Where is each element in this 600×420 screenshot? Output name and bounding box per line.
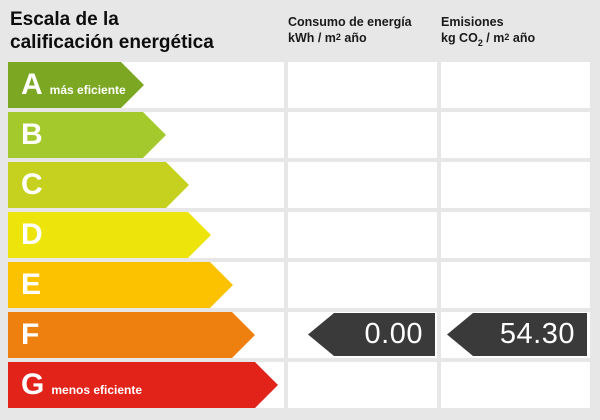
scale-arrow-a: A más eficiente [8, 62, 144, 108]
scale-cell-c: C [8, 162, 284, 208]
scale-arrow-g: G menos eficiente [8, 362, 278, 408]
rating-letter-c: C [21, 168, 43, 201]
most-efficient-label: más eficiente [49, 83, 126, 97]
rating-letter-b: B [21, 118, 43, 151]
consumo-cell-e [288, 262, 437, 308]
emisiones-value-badge: 54.30 [447, 313, 587, 356]
page-title: Escala de la calificación energética [10, 8, 214, 54]
emisiones-cell-f: 54.30 [441, 312, 590, 358]
emisiones-value: 54.30 [499, 318, 575, 350]
scale-arrow-d: D [8, 212, 211, 258]
consumo-header-unit: kWh / m2 año [288, 31, 367, 45]
column-header-emisiones: Emisiones kg CO2 / m2 año [441, 14, 536, 48]
title-line2: calificación energética [10, 32, 214, 53]
consumo-cell-b [288, 112, 437, 158]
scale-cell-g: G menos eficiente [8, 362, 284, 408]
scale-cell-e: E [8, 262, 284, 308]
scale-arrow-f: F [8, 312, 255, 358]
scale-cell-f: F [8, 312, 284, 358]
emisiones-cell-g [441, 362, 590, 408]
rating-letter-f: F [21, 318, 40, 351]
consumo-cell-g [288, 362, 437, 408]
rating-letter-a: A [21, 68, 43, 101]
scale-cell-a: A más eficiente [8, 62, 284, 108]
consumo-cell-d [288, 212, 437, 258]
emisiones-cell-a [441, 62, 590, 108]
consumo-header-label: Consumo de energía [288, 15, 412, 29]
scale-cell-d: D [8, 212, 284, 258]
consumo-cell-a [288, 62, 437, 108]
rating-letter-d: D [21, 218, 43, 251]
emisiones-cell-d [441, 212, 590, 258]
emisiones-header-unit: kg CO2 / m2 año [441, 31, 536, 48]
consumo-value-badge: 0.00 [308, 313, 435, 356]
emisiones-cell-c [441, 162, 590, 208]
emisiones-cell-b [441, 112, 590, 158]
emisiones-cell-e [441, 262, 590, 308]
rating-letter-g: G [21, 368, 45, 401]
column-header-consumo: Consumo de energía kWh / m2 año [288, 14, 412, 46]
consumo-value: 0.00 [364, 318, 423, 350]
emisiones-header-label: Emisiones [441, 15, 504, 29]
consumo-cell-c [288, 162, 437, 208]
scale-arrow-c: C [8, 162, 189, 208]
scale-arrow-b: B [8, 112, 166, 158]
consumo-cell-f: 0.00 [288, 312, 437, 358]
title-line1: Escala de la [10, 9, 119, 30]
scale-cell-b: B [8, 112, 284, 158]
rating-letter-e: E [21, 268, 42, 301]
least-efficient-label: menos eficiente [51, 383, 143, 397]
scale-arrow-e: E [8, 262, 233, 308]
